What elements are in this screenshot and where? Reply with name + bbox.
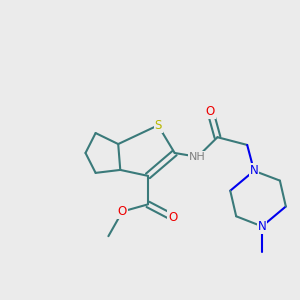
Text: S: S — [154, 119, 162, 132]
Text: O: O — [206, 105, 215, 118]
Text: N: N — [258, 220, 266, 233]
Text: N: N — [250, 164, 258, 177]
Text: NH: NH — [189, 152, 206, 162]
Text: O: O — [168, 211, 178, 224]
Text: O: O — [118, 205, 127, 218]
